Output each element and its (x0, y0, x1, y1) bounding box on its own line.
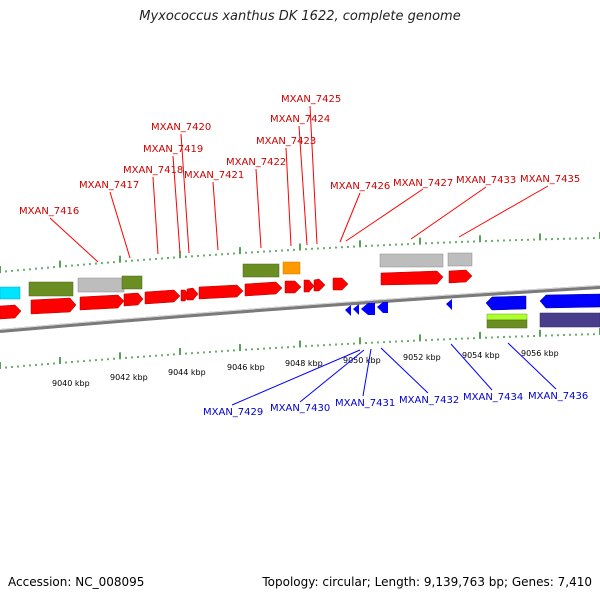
gene-label: MXAN_7417 (79, 180, 139, 191)
lower-tick-row (0, 328, 600, 369)
forward-label-leaders (49, 105, 549, 263)
feature-box-orange (282, 261, 301, 275)
axis-tick-label: 9056 kbp (521, 349, 559, 358)
forward-gene-arrow (144, 289, 181, 305)
gene-label: MXAN_7424 (270, 114, 330, 125)
map-title: Myxococcus xanthus DK 1622, complete gen… (139, 9, 461, 24)
gene-label: MXAN_7430 (270, 403, 330, 414)
feature-box-lime (486, 313, 528, 321)
forward-gene-arrow (244, 281, 283, 297)
leader-line (450, 343, 493, 391)
axis-labels: 9040 kbp 9042 kbp 9044 kbp 9046 kbp 9048… (52, 349, 559, 388)
gene-label: MXAN_7421 (184, 170, 244, 181)
gene-label: MXAN_7425 (281, 94, 341, 105)
gene-label: MXAN_7423 (256, 136, 316, 147)
leader-line (255, 168, 262, 249)
forward-gene-arrow (30, 297, 77, 315)
forward-gene-arrow (303, 279, 315, 293)
leader-line (212, 181, 219, 251)
leader-line (180, 133, 190, 254)
forward-gene-arrow (284, 280, 302, 294)
feature-box-grey (77, 277, 125, 293)
axis-tick-label: 9042 kbp (110, 373, 148, 382)
leader-line (507, 342, 557, 390)
feature-box-olive (242, 263, 280, 278)
gene-label: MXAN_7434 (463, 392, 523, 403)
leader-line (152, 176, 159, 255)
forward-gene-arrow (0, 304, 22, 320)
gene-label: MXAN_7436 (528, 391, 588, 402)
reverse-gene-arrow (485, 295, 527, 311)
forward-strand-features (0, 252, 473, 320)
feature-box-grey (447, 252, 473, 267)
forward-gene-arrow (79, 294, 125, 311)
genome-backbone-highlight (0, 285, 600, 330)
genome-summary-text: Topology: circular; Length: 9,139,763 bp… (262, 575, 592, 589)
leader-line (362, 348, 372, 397)
forward-gene-labels: MXAN_7416 MXAN_7417 MXAN_7418 MXAN_7419 … (19, 94, 580, 217)
axis-tick-label: 9054 kbp (462, 351, 500, 360)
gene-label: MXAN_7432 (399, 395, 459, 406)
reverse-gene-arrow (345, 305, 351, 316)
axis-tick-label: 9040 kbp (52, 379, 90, 388)
leader-line (285, 147, 292, 247)
reverse-gene-arrow (353, 304, 359, 315)
reverse-gene-arrow (377, 302, 388, 313)
feature-box-olive (28, 281, 74, 297)
gene-label: MXAN_7418 (123, 165, 183, 176)
axis-tick-label: 9052 kbp (403, 353, 441, 362)
gene-label: MXAN_7426 (330, 181, 390, 192)
axis-tick-label: 9048 kbp (285, 359, 323, 368)
gene-label: MXAN_7433 (456, 175, 516, 186)
axis-tick-label: 9050 kbp (343, 356, 381, 365)
leader-line (345, 188, 424, 242)
leader-line (339, 192, 361, 243)
leader-line (299, 349, 365, 403)
gene-label: MXAN_7427 (393, 178, 453, 189)
leader-line (298, 125, 308, 246)
leader-line (309, 105, 318, 245)
forward-gene-arrow (313, 278, 326, 292)
accession-text: Accession: NC_008095 (8, 575, 145, 589)
reverse-gene-arrow (539, 293, 600, 309)
feature-box-grey (379, 253, 444, 268)
forward-gene-arrow (380, 270, 444, 286)
reverse-label-leaders (231, 342, 557, 406)
genome-backbone (0, 285, 600, 333)
leader-line (231, 349, 361, 406)
feature-box-slate (539, 312, 600, 328)
feature-box-olive (121, 275, 143, 290)
gene-label: MXAN_7429 (203, 407, 263, 418)
reverse-strand-features (345, 293, 600, 329)
axis-tick-label: 9044 kbp (168, 368, 206, 377)
axis-tick-label: 9046 kbp (227, 363, 265, 372)
leader-line (458, 185, 549, 238)
reverse-gene-arrow (361, 303, 375, 315)
leader-line (49, 217, 99, 263)
forward-gene-arrow (123, 292, 144, 307)
reverse-gene-labels: MXAN_7429 MXAN_7430 MXAN_7431 MXAN_7432 … (203, 391, 588, 418)
forward-gene-arrow (332, 277, 349, 291)
forward-gene-arrow (198, 284, 244, 300)
gene-label: MXAN_7422 (226, 157, 286, 168)
gene-label: MXAN_7420 (151, 122, 211, 133)
reverse-gene-arrow (446, 299, 452, 310)
feature-box-cyan (0, 286, 21, 300)
upper-tick-row (0, 232, 600, 273)
gene-label: MXAN_7419 (143, 144, 203, 155)
leader-line (410, 186, 487, 240)
gene-label: MXAN_7435 (520, 174, 580, 185)
gene-label: MXAN_7416 (19, 206, 79, 217)
leader-line (172, 155, 181, 254)
leader-line (380, 347, 429, 394)
feature-box-olive (486, 319, 528, 329)
forward-gene-arrow (448, 269, 473, 284)
leader-line (109, 191, 131, 259)
forward-gene-arrow (186, 287, 199, 301)
gene-label: MXAN_7431 (335, 398, 395, 409)
